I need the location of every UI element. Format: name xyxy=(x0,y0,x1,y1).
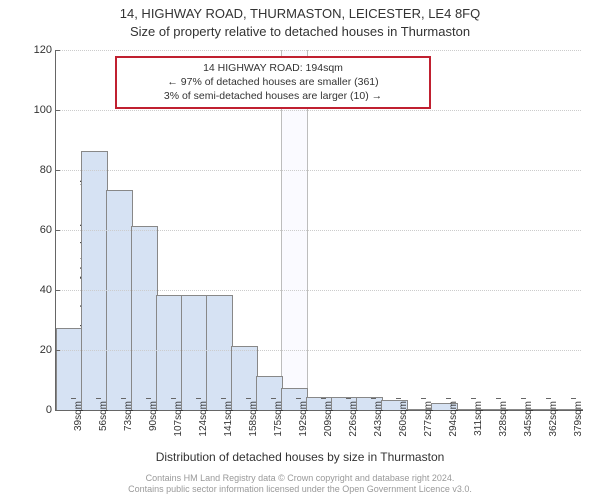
x-tick-label: 277sqm xyxy=(423,401,434,441)
histogram-bar xyxy=(131,226,158,410)
x-tick-label: 175sqm xyxy=(273,401,284,441)
gridline xyxy=(56,290,581,291)
x-tick-label: 90sqm xyxy=(148,401,159,441)
y-tick-label: 120 xyxy=(24,44,52,56)
footer-line-1: Contains HM Land Registry data © Crown c… xyxy=(0,473,600,485)
x-tick-label: 158sqm xyxy=(248,401,259,441)
y-tick-label: 60 xyxy=(24,224,52,236)
x-tick-label: 294sqm xyxy=(448,401,459,441)
histogram-bar xyxy=(206,295,233,410)
y-tick-label: 20 xyxy=(24,344,52,356)
chart-title: 14, HIGHWAY ROAD, THURMASTON, LEICESTER,… xyxy=(0,6,600,21)
gridline xyxy=(56,350,581,351)
gridline xyxy=(56,170,581,171)
x-tick-label: 192sqm xyxy=(298,401,309,441)
x-tick-label: 260sqm xyxy=(398,401,409,441)
histogram-bar xyxy=(56,328,83,410)
info-annotation-box: 14 HIGHWAY ROAD: 194sqm ← 97% of detache… xyxy=(115,56,431,109)
x-tick-label: 362sqm xyxy=(548,401,559,441)
x-tick-label: 243sqm xyxy=(373,401,384,441)
info-line-2: ← 97% of detached houses are smaller (36… xyxy=(123,75,423,89)
info-line-3: 3% of semi-detached houses are larger (1… xyxy=(123,89,423,103)
histogram-bar xyxy=(156,295,183,410)
chart-container: 14, HIGHWAY ROAD, THURMASTON, LEICESTER,… xyxy=(0,0,600,500)
x-tick-label: 56sqm xyxy=(98,401,109,441)
x-tick-label: 141sqm xyxy=(223,401,234,441)
footer-attribution: Contains HM Land Registry data © Crown c… xyxy=(0,473,600,496)
y-tick-label: 40 xyxy=(24,284,52,296)
x-tick-label: 73sqm xyxy=(123,401,134,441)
gridline xyxy=(56,230,581,231)
footer-line-2: Contains public sector information licen… xyxy=(0,484,600,496)
gridline xyxy=(56,110,581,111)
x-tick-label: 328sqm xyxy=(498,401,509,441)
histogram-bar xyxy=(181,295,208,410)
x-tick-label: 124sqm xyxy=(198,401,209,441)
x-tick-label: 39sqm xyxy=(73,401,84,441)
x-tick-label: 226sqm xyxy=(348,401,359,441)
x-axis-label: Distribution of detached houses by size … xyxy=(0,450,600,464)
y-tick-label: 80 xyxy=(24,164,52,176)
x-tick-label: 209sqm xyxy=(323,401,334,441)
x-tick-label: 345sqm xyxy=(523,401,534,441)
histogram-bar xyxy=(106,190,133,410)
x-tick-label: 379sqm xyxy=(573,401,584,441)
x-tick-label: 107sqm xyxy=(173,401,184,441)
gridline xyxy=(56,50,581,51)
chart-subtitle: Size of property relative to detached ho… xyxy=(0,24,600,39)
y-tick-label: 100 xyxy=(24,104,52,116)
histogram-bar xyxy=(81,151,108,410)
y-tick-label: 0 xyxy=(24,404,52,416)
info-line-1: 14 HIGHWAY ROAD: 194sqm xyxy=(123,61,423,75)
x-tick-label: 311sqm xyxy=(473,401,484,441)
